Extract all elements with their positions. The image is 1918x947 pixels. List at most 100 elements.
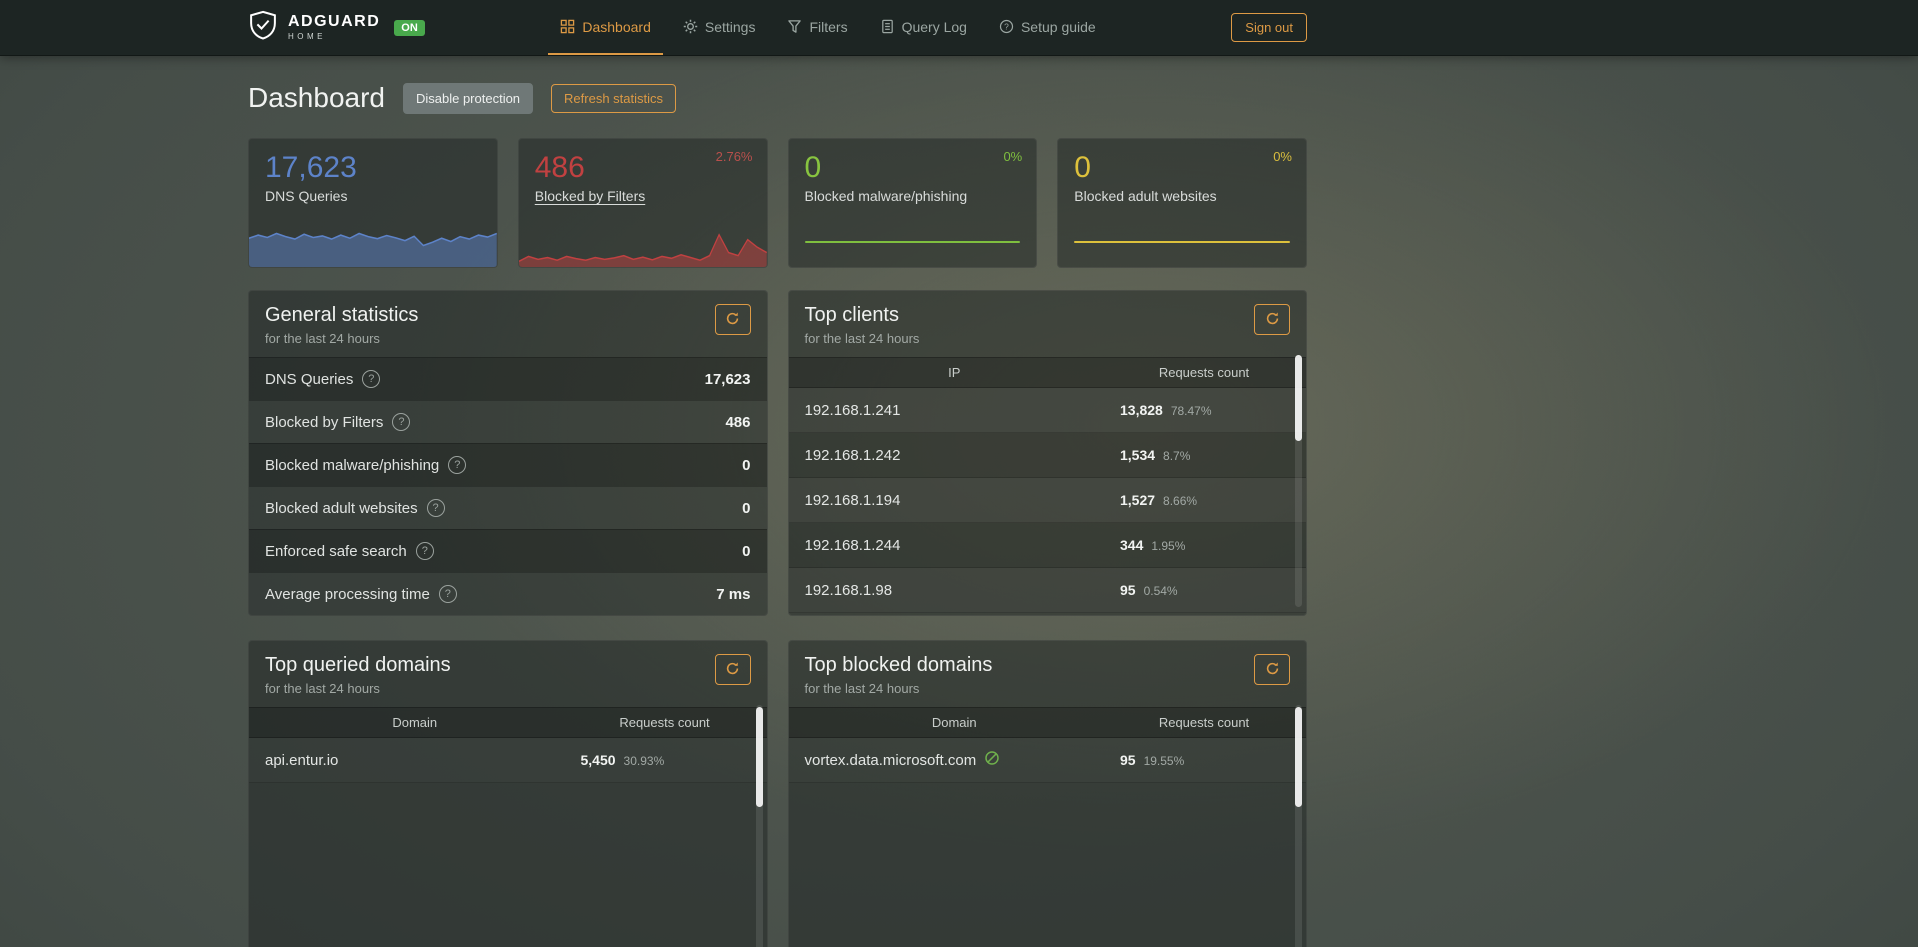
domain-row[interactable]: vortex.data.microsoft.com 95 19.55% [788, 738, 1306, 783]
scrollbar-track [1295, 705, 1302, 947]
brand-subtitle: HOME [288, 32, 326, 41]
help-icon[interactable]: ? [362, 370, 381, 388]
table-header: IP Requests count [788, 357, 1306, 388]
domain-percent: 19.55% [1143, 754, 1185, 768]
nav-label: Setup guide [1020, 18, 1096, 35]
nav-item-query-log[interactable]: Query Log [868, 0, 979, 55]
stat-label: DNS Queries [265, 188, 348, 204]
domain-count: 95 [1120, 752, 1136, 768]
brand-title: ADGUARD [288, 13, 381, 30]
document-icon [880, 19, 895, 34]
blocked-filters-sparkline [518, 233, 767, 267]
stat-row-value: 0 [742, 456, 751, 474]
domain-name: vortex.data.microsoft.com [804, 751, 977, 769]
panel-subtitle: for the last 24 hours [265, 331, 380, 346]
column-header-requests: Requests count [1158, 365, 1250, 380]
stat-row-value: 17,623 [704, 370, 751, 388]
client-row[interactable]: 192.168.1.98 95 0.54% [788, 568, 1306, 613]
scrollbar-thumb[interactable] [1295, 707, 1302, 807]
protection-on-badge: ON [394, 19, 425, 36]
refresh-top-clients-button[interactable] [1254, 304, 1290, 335]
nav-item-setup-guide[interactable]: ? Setup guide [987, 0, 1108, 55]
client-ip: 192.168.1.244 [804, 536, 901, 554]
scrollbar-track [1295, 355, 1302, 607]
funnel-icon [787, 19, 802, 34]
stat-label: Blocked adult websites [1074, 188, 1217, 204]
client-count: 13,828 [1120, 402, 1163, 418]
refresh-top-blocked-button[interactable] [1254, 654, 1290, 685]
stat-row: Enforced safe search? 0 [249, 529, 767, 572]
top-blocked-domains-panel: Top blocked domains for the last 24 hour… [787, 640, 1307, 947]
table-header: Domain Requests count [249, 707, 767, 738]
column-header-ip: IP [948, 365, 961, 380]
help-icon[interactable]: ? [426, 499, 445, 517]
stat-card-blocked-adult: 0 Blocked adult websites 0% [1057, 138, 1307, 268]
column-header-domain: Domain [392, 715, 438, 730]
client-count: 344 [1120, 537, 1144, 553]
refresh-icon [1265, 311, 1280, 329]
stat-row-label: Blocked by Filters [265, 413, 384, 431]
stat-label: Blocked malware/phishing [804, 188, 968, 204]
client-row[interactable]: 192.168.1.194 1,527 8.66% [788, 478, 1306, 523]
client-row[interactable]: 192.168.1.244 344 1.95% [788, 523, 1306, 568]
stat-row-label: Blocked malware/phishing [265, 456, 440, 474]
nav-label: Filters [809, 18, 848, 35]
scrollbar-track [755, 705, 763, 947]
scrollbar-thumb[interactable] [755, 707, 763, 807]
client-percent: 1.95% [1151, 539, 1186, 553]
stat-row-value: 0 [742, 499, 751, 517]
client-count: 1,527 [1120, 492, 1156, 508]
client-ip: 192.168.1.194 [804, 491, 901, 509]
stat-row: Blocked malware/phishing? 0 [249, 443, 767, 486]
column-header-requests: Requests count [619, 715, 710, 730]
page-title: Dashboard [248, 82, 385, 113]
help-icon[interactable]: ? [392, 413, 411, 431]
stat-value: 0 [804, 151, 822, 184]
panel-title: Top blocked domains [804, 654, 993, 676]
panel-title: Top clients [804, 304, 900, 326]
domain-row[interactable]: api.entur.io 5,450 30.93% [249, 738, 767, 783]
stat-row: DNS Queries? 17,623 [249, 357, 767, 400]
help-icon[interactable]: ? [415, 542, 434, 560]
stat-percent: 0% [1003, 149, 1023, 164]
gear-icon [683, 19, 698, 34]
stat-row-value: 0 [742, 542, 751, 560]
stat-row: Blocked adult websites? 0 [249, 486, 767, 529]
stat-row: Average processing time? 7 ms [249, 572, 767, 615]
top-clients-panel: Top clients for the last 24 hours IP Req… [787, 290, 1307, 616]
disable-protection-button[interactable]: Disable protection [402, 82, 534, 114]
nav-item-filters[interactable]: Filters [775, 0, 859, 55]
top-clients-table: IP Requests count 192.168.1.241 13,828 78… [788, 357, 1306, 613]
help-icon[interactable]: ? [438, 585, 457, 603]
nav-label: Dashboard [582, 18, 651, 35]
stat-row-value: 7 ms [716, 585, 751, 603]
unblock-icon[interactable] [984, 750, 1000, 770]
adguard-logo: ADGUARD HOME ON [248, 9, 425, 46]
client-count: 95 [1120, 582, 1136, 598]
nav-item-dashboard[interactable]: Dashboard [548, 0, 663, 55]
stat-percent: 2.76% [715, 149, 753, 164]
panel-subtitle: for the last 24 hours [804, 331, 920, 346]
malware-flatline [804, 241, 1021, 243]
refresh-statistics-button[interactable]: Refresh statistics [551, 83, 677, 113]
client-ip: 192.168.1.98 [804, 581, 893, 599]
scrollbar-thumb[interactable] [1295, 355, 1302, 441]
general-statistics-panel: General statistics for the last 24 hours… [248, 290, 768, 616]
nav-item-settings[interactable]: Settings [671, 0, 768, 55]
client-percent: 0.54% [1143, 584, 1178, 598]
table-header: Domain Requests count [788, 707, 1306, 738]
help-icon[interactable]: ? [448, 456, 467, 474]
client-percent: 78.47% [1170, 404, 1212, 418]
client-row[interactable]: 192.168.1.242 1,534 8.7% [788, 433, 1306, 478]
client-row[interactable]: 192.168.1.241 13,828 78.47% [788, 388, 1306, 433]
top-queried-domains-table: Domain Requests count api.entur.io 5,450… [249, 707, 767, 783]
domain-count: 5,450 [580, 752, 616, 768]
refresh-general-statistics-button[interactable] [714, 304, 751, 335]
shield-logo-icon [248, 9, 278, 46]
question-circle-icon: ? [999, 19, 1014, 34]
sign-out-button[interactable]: Sign out [1231, 13, 1307, 42]
stat-percent: 0% [1273, 149, 1292, 164]
nav-label: Settings [704, 18, 756, 35]
refresh-top-queried-button[interactable] [714, 654, 751, 685]
blocked-by-filters-link[interactable]: Blocked by Filters [534, 188, 646, 204]
